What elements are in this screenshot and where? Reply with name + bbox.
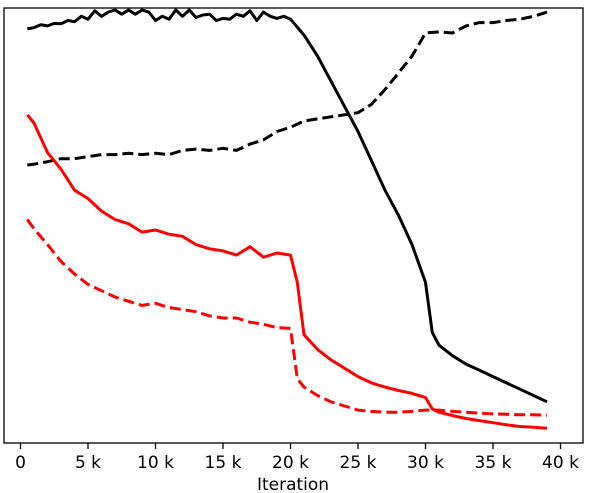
x-tick-label: 40 k (542, 453, 579, 473)
x-tick-label: 10 k (137, 453, 174, 473)
x-tick-label: 30 k (407, 453, 444, 473)
axes (3, 7, 584, 444)
x-tick-label: 5 k (75, 453, 101, 473)
x-tick-label: 20 k (272, 453, 309, 473)
plot-area (26, 8, 548, 430)
x-tick-label: 25 k (340, 453, 377, 473)
series-line-4 (26, 218, 548, 417)
series-line-1 (27, 8, 548, 404)
series-line-3 (26, 113, 548, 430)
x-tick-label: 15 k (205, 453, 242, 473)
series-line-2 (27, 10, 548, 167)
plot-frame (3, 7, 584, 444)
x-tick-label: 0 (15, 453, 26, 473)
x-axis-label: Iteration (257, 475, 329, 493)
x-axis-ticks: 0 5 k 10 k 15 k 20 k 25 k 30 k 35 k 40 k (15, 443, 579, 473)
x-tick-label: 35 k (475, 453, 512, 473)
